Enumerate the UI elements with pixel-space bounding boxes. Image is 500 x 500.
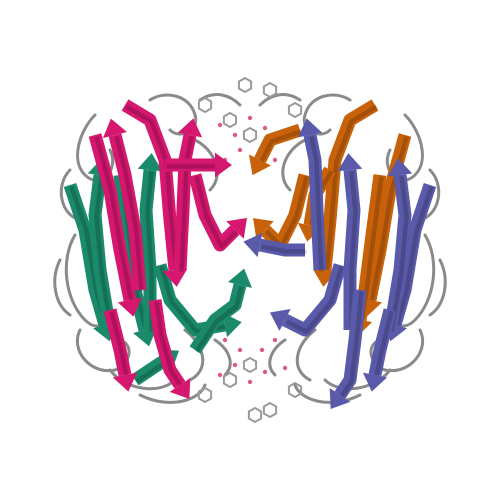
coil-right-5: [302, 93, 352, 136]
coil-right-4: [323, 368, 392, 391]
strand-purple-6: [243, 232, 307, 258]
strand-pink-1: [103, 118, 147, 292]
coil-left-10: [213, 338, 232, 377]
coil-right-7: [295, 328, 317, 382]
strand-pink-4: [188, 173, 247, 252]
coil-right-9: [258, 93, 302, 107]
right-dimer: [243, 99, 437, 410]
ligand-oxygen-17: [272, 337, 278, 343]
ligand-oxygen-16: [222, 337, 228, 343]
left-dimer: [63, 99, 252, 400]
ligand-ring-3: [287, 101, 303, 119]
ligand-molecules: [197, 76, 303, 424]
coil-right-3: [369, 328, 424, 373]
coil-right-11: [428, 258, 447, 317]
strand-pink-7: [103, 308, 138, 392]
ligand-ring-9: [242, 356, 258, 374]
strand-pink-0: [88, 133, 143, 317]
ligand-oxygen-15: [272, 157, 278, 163]
coil-left-0: [76, 113, 115, 182]
coil-right-10: [268, 338, 287, 377]
coil-left-3: [76, 328, 131, 373]
ligand-ring-4: [242, 126, 258, 144]
ligand-oxygen-12: [237, 347, 243, 353]
strand-purple-7: [362, 308, 397, 392]
ligand-oxygen-11: [247, 379, 253, 385]
ligand-ring-1: [222, 111, 238, 129]
strand-orange-3: [253, 173, 312, 252]
ligand-oxygen-0: [217, 122, 223, 128]
ligand-oxygen-2: [262, 125, 268, 131]
coil-left-9: [198, 93, 242, 107]
strand-teal-5: [189, 268, 252, 354]
ligand-oxygen-7: [217, 372, 223, 378]
strand-pink-6: [165, 152, 232, 178]
ligand-ring-5: [197, 386, 213, 404]
ligand-oxygen-10: [282, 365, 288, 371]
ligand-ring-0: [197, 96, 213, 114]
ligand-oxygen-13: [259, 347, 265, 353]
ligand-oxygen-8: [232, 362, 238, 368]
strand-pink-5: [148, 299, 191, 400]
ligand-ring-2: [262, 81, 278, 99]
coil-left-11: [53, 258, 72, 317]
ligand-ring-10: [237, 76, 253, 94]
strand-purple-4: [269, 263, 347, 337]
coil-right-8: [293, 383, 362, 404]
coil-left-7: [183, 328, 205, 382]
strand-purple-3: [297, 118, 327, 272]
strand-purple-5: [329, 289, 367, 410]
strand-pink-3: [173, 118, 203, 272]
coil-right-0: [385, 113, 424, 182]
ligand-ring-8: [287, 381, 303, 399]
coil-right-6: [281, 138, 307, 192]
ligand-oxygen-1: [232, 132, 238, 138]
ligand-ring-11: [247, 406, 263, 424]
strand-purple-2: [337, 153, 363, 332]
ligand-ring-7: [262, 401, 278, 419]
coil-left-5: [148, 93, 198, 136]
ligand-oxygen-9: [262, 369, 268, 375]
strand-orange-4: [248, 123, 303, 176]
ligand-oxygen-5: [237, 147, 243, 153]
coil-left-4: [108, 368, 177, 391]
strand-purple-1: [383, 158, 413, 332]
ligand-oxygen-4: [247, 115, 253, 121]
ligand-ring-6: [222, 371, 238, 389]
